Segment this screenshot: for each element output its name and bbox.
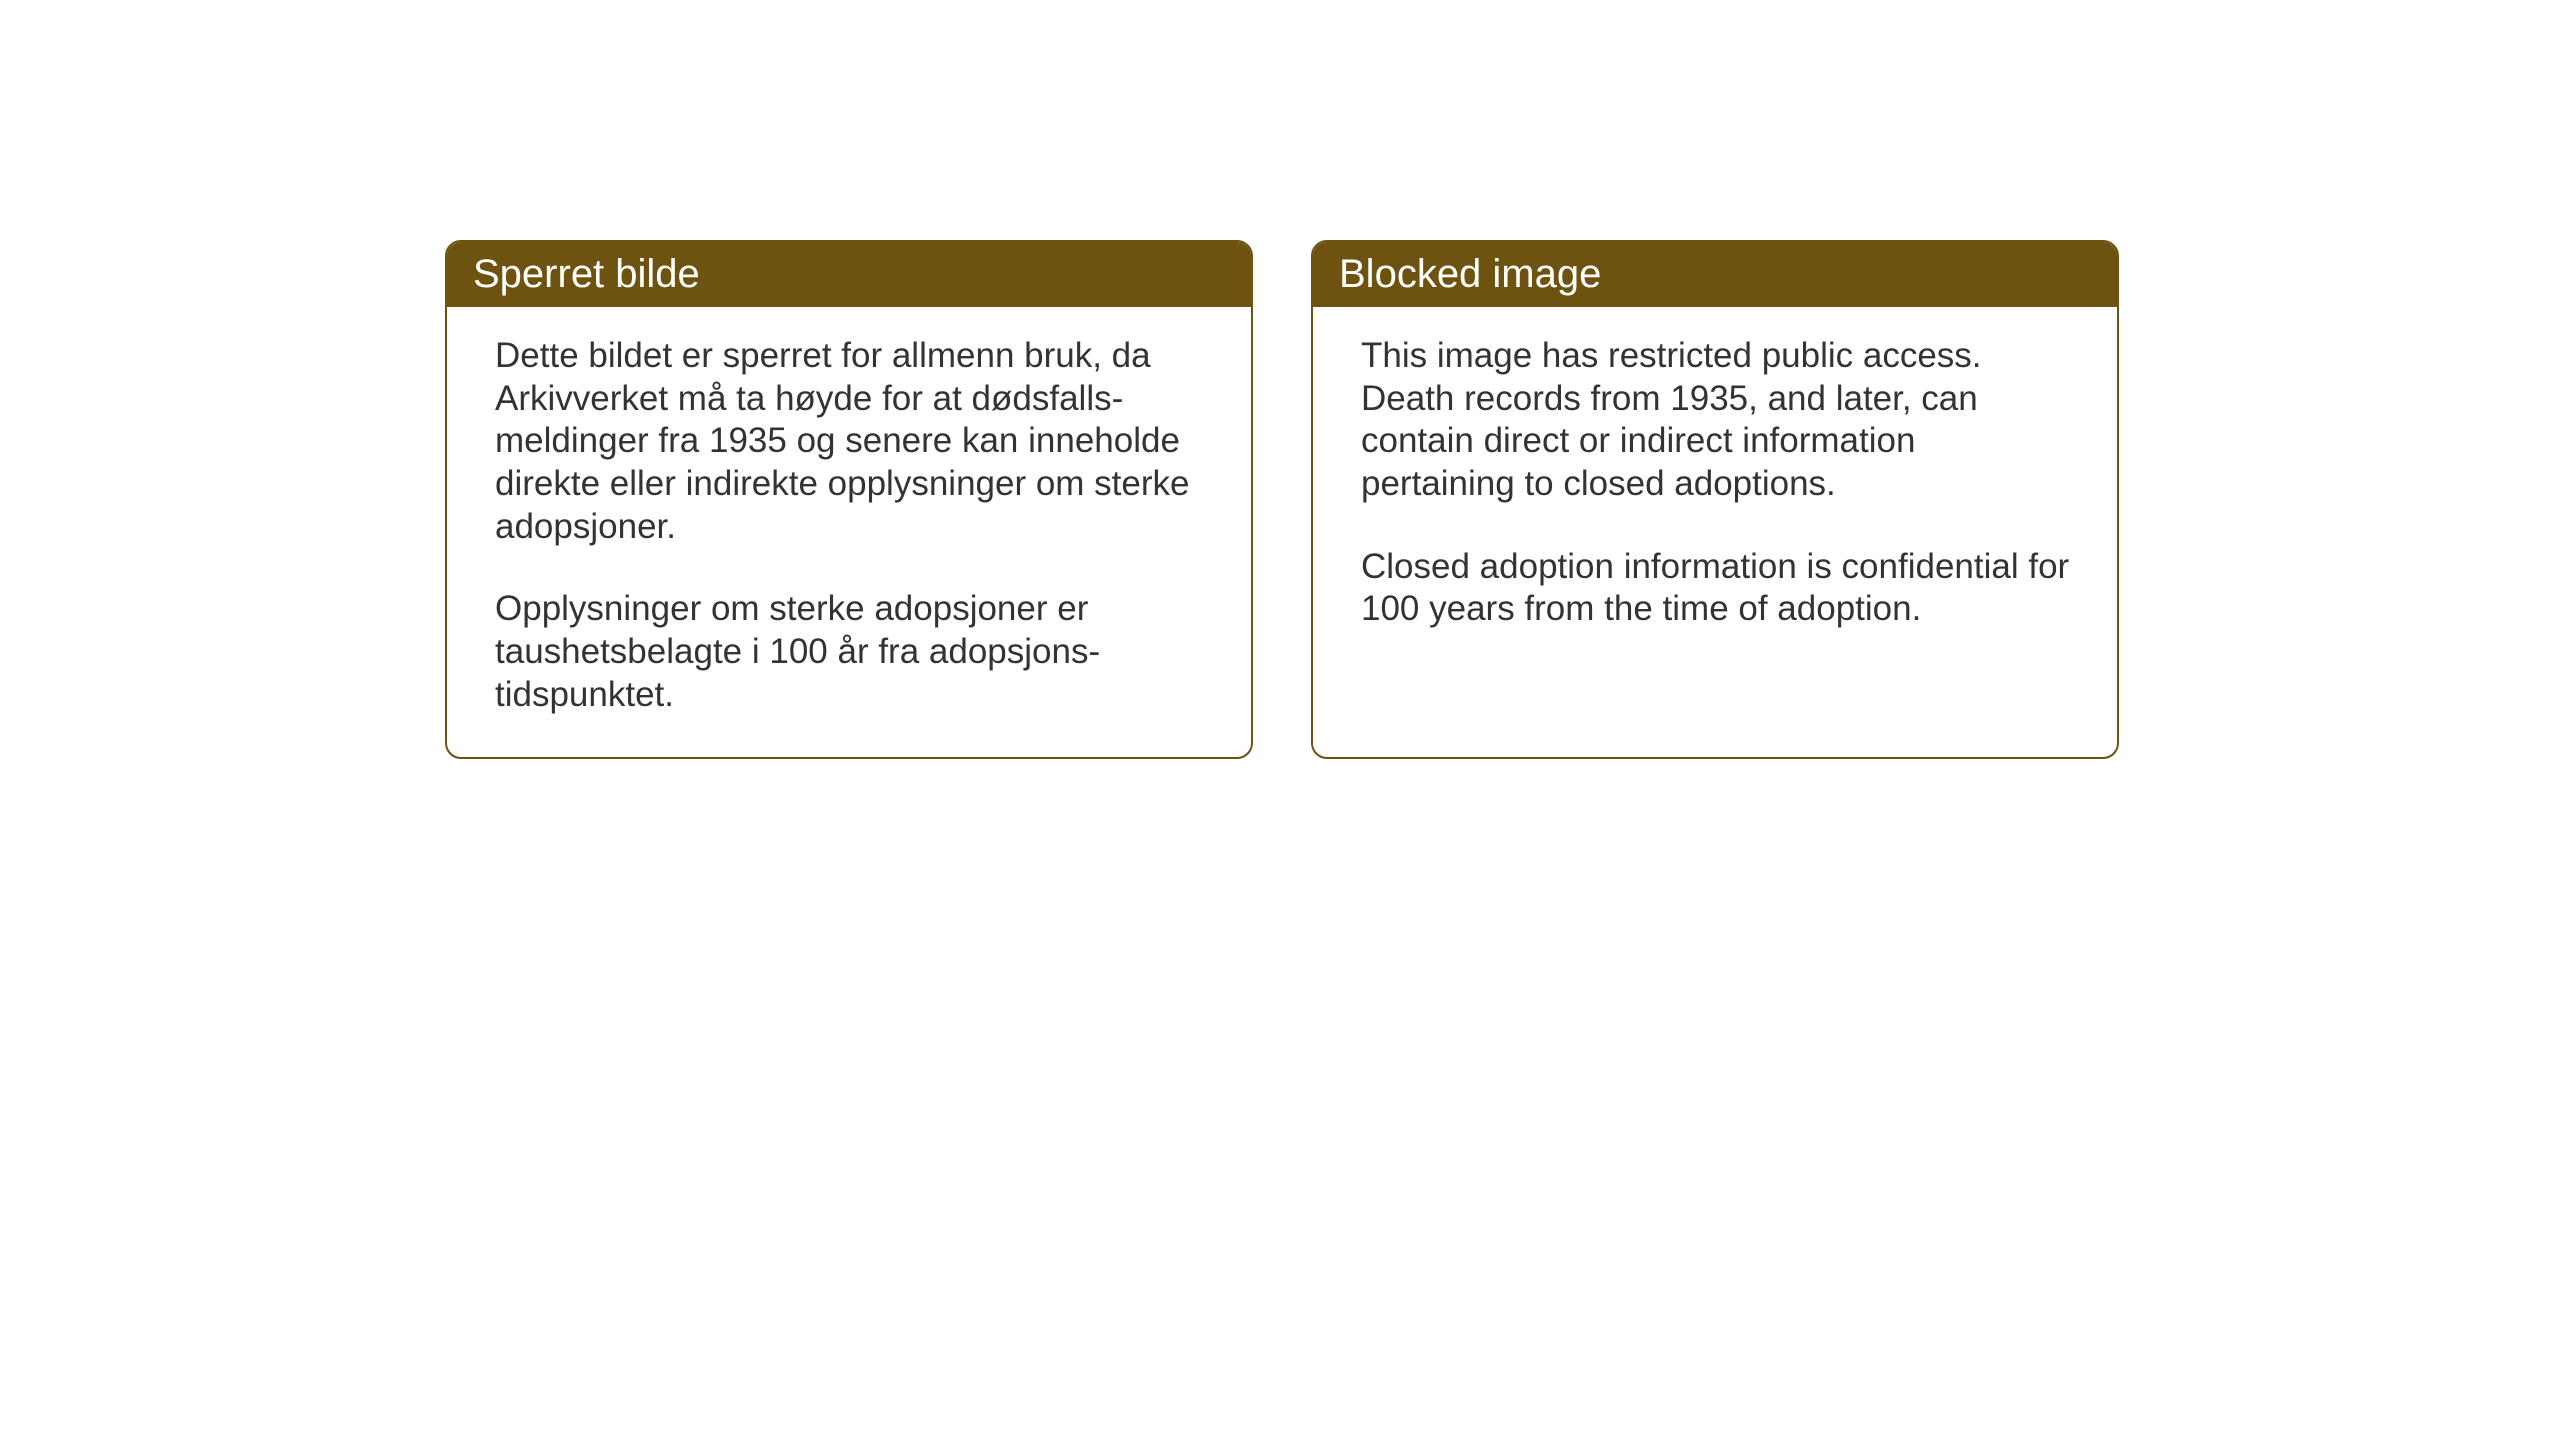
card-header-english: Blocked image <box>1313 242 2117 307</box>
card-body-english: This image has restricted public access.… <box>1313 307 2117 671</box>
paragraph-1-english: This image has restricted public access.… <box>1361 335 2077 506</box>
card-title-english: Blocked image <box>1339 252 1601 296</box>
paragraph-2-norwegian: Opplysninger om sterke adopsjoner er tau… <box>495 588 1211 716</box>
notice-card-norwegian: Sperret bilde Dette bildet er sperret fo… <box>445 240 1253 759</box>
notice-card-english: Blocked image This image has restricted … <box>1311 240 2119 759</box>
card-header-norwegian: Sperret bilde <box>447 242 1251 307</box>
notice-container: Sperret bilde Dette bildet er sperret fo… <box>445 240 2119 759</box>
paragraph-2-english: Closed adoption information is confident… <box>1361 546 2077 631</box>
paragraph-1-norwegian: Dette bildet er sperret for allmenn bruk… <box>495 335 1211 548</box>
card-title-norwegian: Sperret bilde <box>473 252 700 296</box>
card-body-norwegian: Dette bildet er sperret for allmenn bruk… <box>447 307 1251 757</box>
